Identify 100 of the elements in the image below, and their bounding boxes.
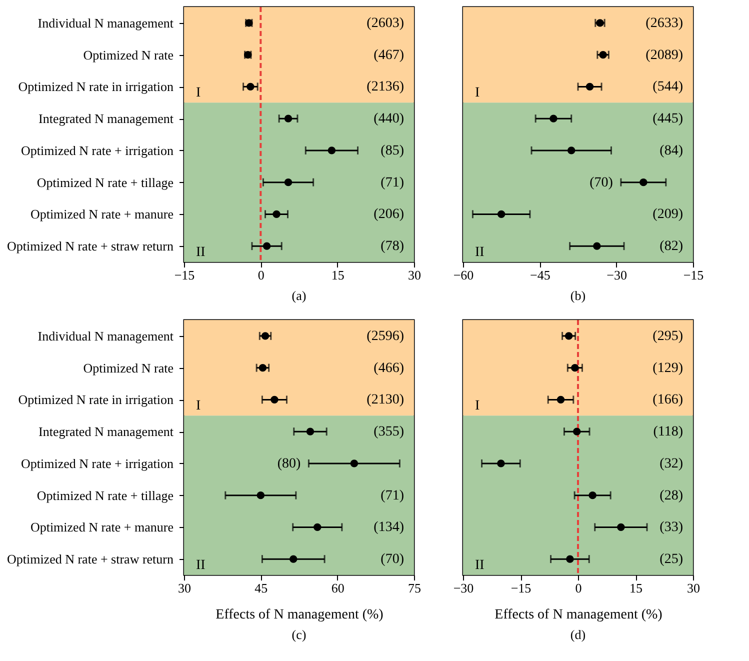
- point: [258, 364, 267, 372]
- y-tick-label: Optimized N rate + irrigation: [21, 456, 174, 471]
- y-tick-label: Optimized N rate + tillage: [36, 174, 174, 190]
- x-tick-label: 45: [254, 580, 268, 596]
- band-label: I: [196, 86, 201, 101]
- annotation: (71): [380, 175, 404, 190]
- point: [556, 396, 565, 404]
- annotation: (295): [652, 328, 684, 344]
- band-label: I: [196, 398, 201, 414]
- point: [328, 146, 336, 154]
- point: [290, 555, 298, 563]
- annotation: (70): [590, 175, 614, 190]
- x-tick-label: −15: [510, 580, 532, 596]
- annotation: (2130): [366, 392, 404, 408]
- point: [306, 428, 314, 436]
- point: [272, 210, 280, 218]
- band-label: II: [196, 558, 206, 573]
- annotation: (166): [652, 392, 684, 408]
- band-label: I: [475, 398, 480, 414]
- annotation: (544): [652, 80, 684, 95]
- point: [586, 82, 594, 91]
- annotation: (209): [652, 207, 684, 222]
- annotation: (445): [652, 112, 684, 127]
- annotation: (70): [380, 552, 404, 568]
- point: [599, 50, 607, 59]
- annotation: (206): [374, 207, 404, 222]
- y-tick-label: Optimized N rate + straw return: [6, 552, 174, 567]
- annotation: (2596): [366, 328, 404, 344]
- band-label: I: [475, 86, 480, 101]
- point: [497, 460, 505, 468]
- annotation: (71): [380, 488, 404, 504]
- point: [617, 523, 625, 532]
- point: [564, 332, 573, 340]
- text: (b): [570, 288, 586, 303]
- y-tick-label: Optimized N rate + irrigation: [21, 142, 174, 158]
- x-tick-label: −45: [530, 268, 550, 282]
- text: (a): [292, 288, 306, 303]
- annotation: (440): [374, 112, 404, 127]
- band-label: II: [196, 245, 206, 260]
- annotation: (467): [374, 48, 404, 63]
- point: [261, 332, 270, 340]
- y-tick-label: Optimized N rate + manure: [30, 206, 174, 222]
- text: (c): [292, 627, 306, 642]
- y-tick-label: Optimized N rate in irrigation: [18, 392, 174, 408]
- x-tick-label: 0: [258, 268, 264, 282]
- x-tick-label: 0: [575, 580, 582, 596]
- point: [593, 242, 601, 250]
- annotation: (25): [660, 552, 684, 568]
- y-tick-label: Optimized N rate + straw return: [6, 238, 174, 254]
- annotation: (82): [660, 239, 684, 254]
- y-tick-label: Optimized N rate: [83, 360, 174, 376]
- annotation: (84): [660, 143, 684, 158]
- x-axis-title: Effects of N management (%): [494, 608, 663, 622]
- annotation: (118): [653, 424, 684, 440]
- y-tick-label: Optimized N rate + manure: [30, 520, 174, 535]
- text: (d): [570, 627, 586, 642]
- x-tick-label: −60: [453, 268, 474, 282]
- annotation: (33): [660, 520, 684, 536]
- band-label: II: [475, 558, 485, 573]
- annotation: (32): [660, 456, 684, 472]
- x-tick-label: 30: [178, 580, 191, 596]
- x-tick-label: 60: [331, 580, 344, 596]
- y-tick-label: Integrated N management: [38, 111, 174, 126]
- x-tick-label: 75: [408, 580, 421, 596]
- point: [566, 555, 574, 563]
- x-tick-label: 30: [687, 580, 700, 596]
- annotation: (28): [660, 488, 684, 504]
- point: [246, 82, 254, 91]
- y-tick-label: Optimized N rate in irrigation: [18, 79, 174, 94]
- x-tick-label: −30: [453, 580, 474, 596]
- point: [588, 491, 596, 500]
- point: [262, 242, 271, 250]
- y-tick-label: Optimized N rate: [83, 47, 174, 62]
- point: [497, 210, 506, 218]
- annotation: (355): [374, 424, 404, 440]
- x-tick-label: 15: [630, 580, 642, 596]
- x-tick-label: 15: [331, 268, 344, 282]
- y-tick-label: Optimized N rate + tillage: [36, 488, 174, 503]
- band-label: II: [475, 245, 485, 260]
- x-axis-title: Effects of N management (%): [216, 608, 384, 622]
- annotation: (134): [374, 520, 404, 536]
- point: [284, 178, 292, 186]
- annotation: (129): [652, 360, 684, 376]
- x-tick-label: −15: [174, 268, 195, 282]
- annotation: (2633): [646, 16, 684, 31]
- y-tick-label: Individual N management: [38, 15, 174, 30]
- point: [256, 491, 265, 500]
- point: [572, 428, 581, 436]
- point: [314, 523, 322, 532]
- annotation: (2136): [366, 80, 404, 95]
- annotation: (78): [380, 239, 404, 254]
- point: [640, 178, 648, 186]
- point: [571, 364, 579, 372]
- point: [270, 396, 278, 404]
- annotation: (80): [277, 456, 302, 472]
- y-tick-label: Integrated N management: [38, 424, 174, 440]
- x-tick-label: −30: [606, 268, 628, 282]
- point: [350, 460, 358, 468]
- x-tick-label: 30: [408, 268, 421, 282]
- point: [284, 114, 292, 122]
